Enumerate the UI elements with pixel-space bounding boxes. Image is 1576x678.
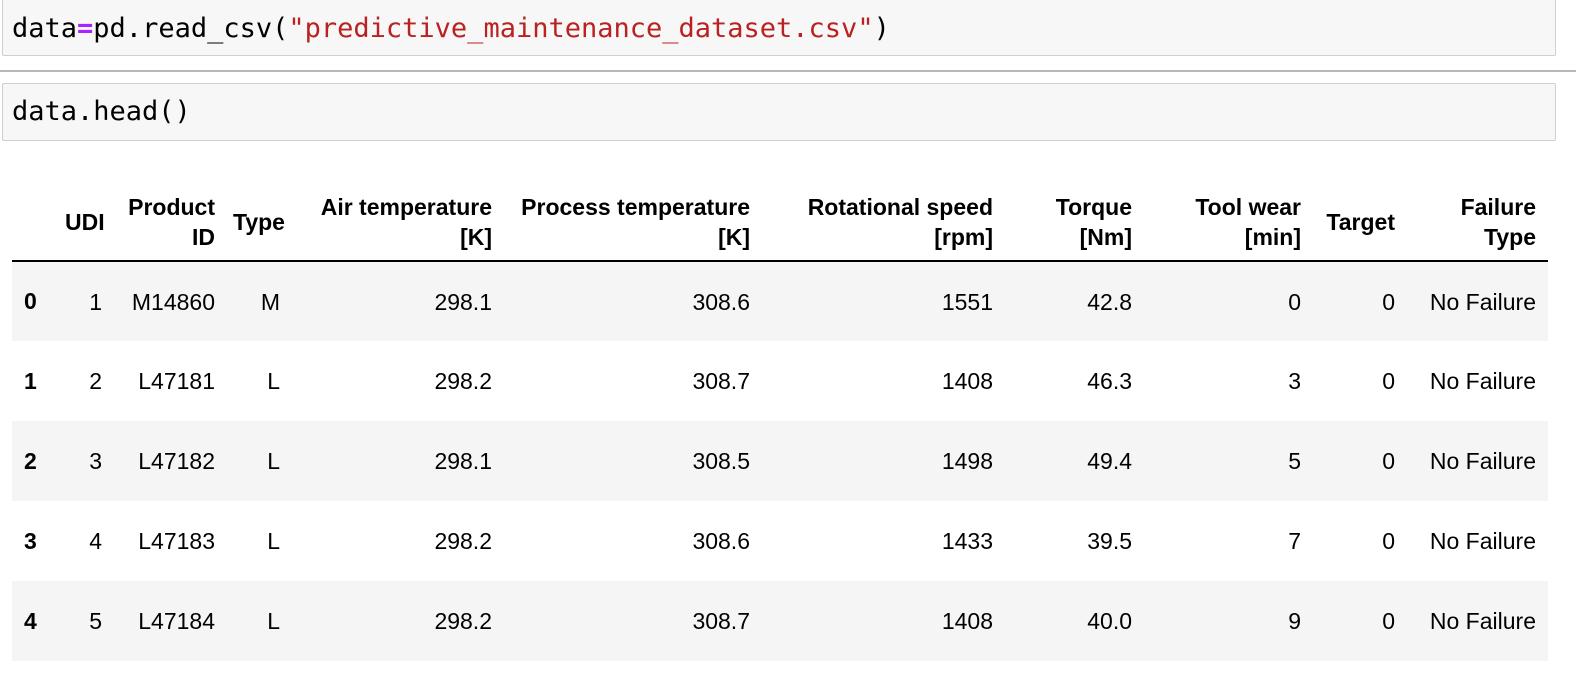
cell-udi: 5 [89, 608, 102, 634]
cell-udi: 4 [89, 528, 102, 554]
column-header-tool-wear: Tool wear [min] [1144, 183, 1313, 262]
cell-target: 0 [1382, 288, 1395, 315]
column-header-type: Type [227, 183, 292, 262]
code-token-operator: = [77, 13, 94, 44]
cell-product-id: L47183 [138, 528, 215, 554]
cell-torque: 40.0 [1087, 608, 1132, 634]
cell-index: 1 [24, 367, 37, 394]
cell-tool-wear: 9 [1288, 608, 1301, 634]
cell-air-temperature: 298.2 [434, 528, 492, 554]
cell-torque: 46.3 [1087, 368, 1132, 394]
cell-failure-type: No Failure [1429, 608, 1536, 634]
cell-air-temperature: 298.2 [434, 368, 492, 394]
cell-rotational-speed: 1433 [941, 528, 993, 554]
cell-air-temperature: 298.1 [434, 448, 492, 474]
cell-index: 2 [24, 447, 37, 474]
cell-failure-type: No Failure [1429, 528, 1536, 554]
cell-rotational-speed: 1408 [941, 368, 993, 394]
cell-target: 0 [1382, 528, 1395, 554]
cell-process-temperature: 308.7 [692, 368, 750, 394]
cell-tool-wear: 7 [1288, 528, 1301, 554]
cell-index: 4 [24, 607, 37, 634]
code-token: data.head() [12, 96, 191, 127]
column-header-air-temperature: Air temperature [K] [292, 183, 504, 262]
table-row: 2 3 L47182 L 298.1 308.5 1498 49.4 5 0 No Failure [12, 421, 1548, 501]
cell-tool-wear: 5 [1288, 448, 1301, 474]
cell-process-temperature: 308.5 [692, 448, 750, 474]
cell-failure-type: No Failure [1429, 288, 1536, 315]
cell-rotational-speed: 1498 [941, 448, 993, 474]
column-header-product-id: Product ID [114, 183, 227, 262]
column-header-target: Target [1313, 183, 1407, 262]
table-row: 4 5 L47184 L 298.2 308.7 1408 40.0 9 0 No Failure [12, 581, 1548, 661]
cell-target: 0 [1382, 608, 1395, 634]
code-cell-read-csv[interactable]: data=pd.read_csv("predictive_maintenance… [2, 0, 1556, 56]
code-cell-head[interactable]: data.head() [2, 83, 1556, 141]
cell-torque: 39.5 [1087, 528, 1132, 554]
column-header-failure-type: Failure Type [1407, 183, 1548, 262]
cell-target: 0 [1382, 448, 1395, 474]
cell-air-temperature: 298.2 [434, 608, 492, 634]
code-token-string: "predictive_maintenance_dataset.csv" [288, 13, 874, 44]
code-token: data [12, 13, 78, 44]
cell-target: 0 [1382, 368, 1395, 394]
column-header-process-temperature: Process temperature [K] [504, 183, 762, 262]
dataframe-header-row: UDI Product ID Type Air temperature [K] … [12, 183, 1548, 262]
cell-udi: 2 [89, 368, 102, 394]
cell-index: 0 [24, 288, 37, 314]
cell-torque: 49.4 [1087, 448, 1132, 474]
cell-type: L [267, 448, 280, 474]
cell-product-id: M14860 [131, 288, 215, 315]
cell-torque: 42.8 [1087, 288, 1132, 315]
column-header-rotational-speed: Rotational speed [rpm] [762, 183, 1005, 262]
cell-rotational-speed: 1551 [941, 288, 993, 315]
index-header [12, 183, 59, 262]
cell-udi: 1 [89, 288, 102, 315]
cell-type: M [260, 288, 280, 315]
cell-type: L [267, 528, 280, 554]
cell-product-id: L47181 [138, 368, 215, 394]
cell-process-temperature: 308.7 [692, 608, 750, 634]
cell-failure-type: No Failure [1429, 448, 1536, 474]
cell-tool-wear: 0 [1288, 288, 1301, 315]
cell-process-temperature: 308.6 [692, 528, 750, 554]
cell-process-temperature: 308.6 [692, 288, 750, 315]
cell-tool-wear: 3 [1288, 368, 1301, 394]
table-row: 3 4 L47183 L 298.2 308.6 1433 39.5 7 0 No Failure [12, 501, 1548, 581]
cell-divider [0, 70, 1576, 72]
cell-type: L [267, 368, 280, 394]
cell-air-temperature: 298.1 [434, 288, 492, 315]
table-row: 0 1 M14860 M 298.1 308.6 1551 42.8 0 0 No Failure [12, 261, 1548, 341]
cell-product-id: L47184 [138, 608, 215, 634]
table-row: 1 2 L47181 L 298.2 308.7 1408 46.3 3 0 No Failure [12, 341, 1548, 421]
cell-type: L [267, 608, 280, 634]
cell-failure-type: No Failure [1429, 368, 1536, 394]
cell-udi: 3 [89, 448, 102, 474]
cell-index: 3 [24, 527, 37, 554]
cell-rotational-speed: 1408 [941, 608, 993, 634]
code-token: pd.read_csv( [93, 13, 289, 44]
column-header-torque: Torque [Nm] [1005, 183, 1144, 262]
cell-product-id: L47182 [138, 448, 215, 474]
column-header-udi: UDI [59, 183, 114, 262]
dataframe-output: UDI Product ID Type Air temperature [K] … [12, 183, 1548, 661]
code-token: ) [873, 13, 890, 44]
